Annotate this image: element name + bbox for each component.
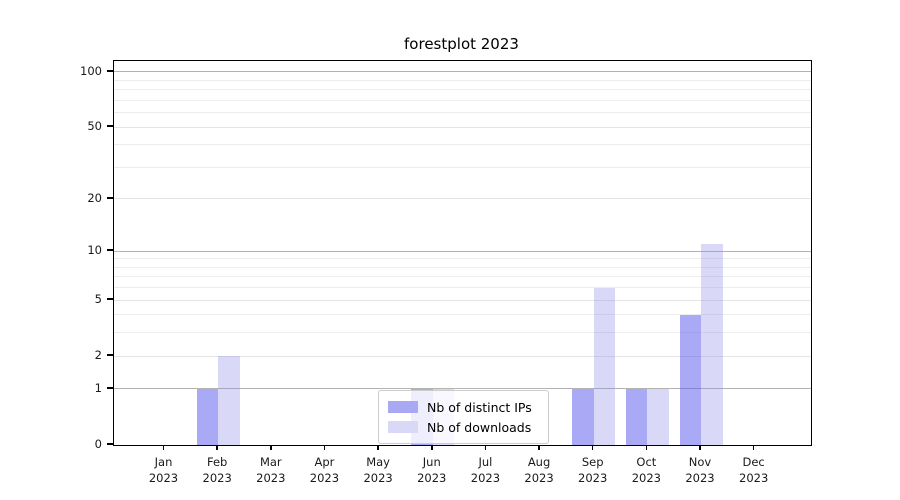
x-tick-label-nov: Nov 2023 xyxy=(685,455,715,485)
gridline-y-7 xyxy=(114,276,811,278)
x-tick-label-may: May 2023 xyxy=(363,455,393,485)
gridline-y-80 xyxy=(114,89,811,91)
y-tick-mark-1 xyxy=(107,387,113,389)
gridline-y-100 xyxy=(114,71,811,73)
y-tick-label-0: 0 xyxy=(94,437,102,451)
y-tick-label-2: 2 xyxy=(94,348,102,363)
x-tick-mark-nov xyxy=(699,445,701,450)
bar-s1-nov xyxy=(701,244,723,445)
legend-label-downloads: Nb of downloads xyxy=(427,419,532,435)
x-tick-label-mar: Mar 2023 xyxy=(256,455,286,485)
gridline-y-9 xyxy=(114,258,811,260)
gridline-y-70 xyxy=(114,99,811,101)
gridline-y-40 xyxy=(114,144,811,146)
y-tick-mark-50 xyxy=(107,125,113,127)
gridline-y-4 xyxy=(114,314,811,316)
bar-s1-feb xyxy=(218,356,240,445)
legend: Nb of distinct IPs Nb of downloads xyxy=(378,390,549,444)
y-tick-label-50: 50 xyxy=(87,119,102,134)
gridline-y-60 xyxy=(114,112,811,114)
y-tick-mark-0 xyxy=(107,443,113,445)
y-tick-mark-20 xyxy=(107,197,113,199)
x-tick-mark-jul xyxy=(484,445,487,450)
bar-s1-sep xyxy=(593,287,616,445)
gridline-y-20 xyxy=(114,198,811,200)
x-tick-label-oct: Oct 2023 xyxy=(631,455,661,485)
x-tick-label-jan: Jan 2023 xyxy=(148,455,179,485)
y-axis: 0 1 2 5 10 20 50 100 xyxy=(0,60,113,451)
y-tick-mark-100 xyxy=(107,70,113,72)
x-tick-label-jun: Jun 2023 xyxy=(417,455,447,485)
bar-s0-nov xyxy=(679,314,701,445)
gridline-y-50 xyxy=(114,126,811,128)
x-tick-label-dec: Dec 2023 xyxy=(739,455,769,485)
gridline-y-8 xyxy=(114,266,811,268)
x-tick-mark-apr xyxy=(323,445,326,450)
legend-entry-distinct-ips: Nb of distinct IPs xyxy=(388,397,539,417)
x-tick-label-jul: Jul 2023 xyxy=(470,455,501,485)
x-axis: Jan 2023 Feb 2023 Mar 2023 Apr 2023 May 2023 Jun 20… xyxy=(113,445,810,497)
plot-area: Nb of distinct IPs Nb of downloads xyxy=(113,60,812,446)
legend-swatch-distinct-ips xyxy=(388,401,418,413)
gridline-y-5 xyxy=(114,299,811,301)
x-tick-mark-may xyxy=(377,445,379,450)
gridline-y-2 xyxy=(114,355,811,357)
x-tick-label-apr: Apr 2023 xyxy=(309,455,340,485)
bar-s0-oct xyxy=(625,388,648,445)
legend-label-distinct-ips: Nb of distinct IPs xyxy=(427,399,532,415)
x-tick-mark-feb xyxy=(216,445,218,450)
bar-s0-sep xyxy=(572,388,594,445)
x-tick-label-aug: Aug 2023 xyxy=(524,455,554,485)
bar-s0-feb xyxy=(196,388,219,445)
x-tick-mark-mar xyxy=(270,445,272,450)
x-tick-mark-dec xyxy=(752,445,755,450)
y-tick-label-1: 1 xyxy=(94,380,102,395)
gridline-y-3 xyxy=(114,332,811,334)
y-tick-label-10: 10 xyxy=(87,243,102,258)
y-tick-label-5: 5 xyxy=(94,292,102,307)
y-tick-mark-5 xyxy=(107,298,113,300)
y-tick-label-20: 20 xyxy=(87,190,102,205)
x-tick-mark-oct xyxy=(645,445,648,450)
x-tick-label-sep: Sep 2023 xyxy=(578,455,608,485)
y-tick-mark-10 xyxy=(107,249,113,251)
gridline-y-90 xyxy=(114,79,811,81)
y-tick-mark-2 xyxy=(107,354,113,356)
bar-s1-oct xyxy=(647,388,669,445)
legend-swatch-downloads xyxy=(388,421,418,433)
gridline-y-6 xyxy=(114,287,811,289)
x-tick-mark-sep xyxy=(591,445,594,450)
x-tick-mark-aug xyxy=(538,445,540,450)
x-tick-label-feb: Feb 2023 xyxy=(202,455,232,485)
y-tick-label-100: 100 xyxy=(80,63,102,78)
x-tick-mark-jan xyxy=(162,445,165,450)
chart-title: forestplot 2023 xyxy=(404,35,519,53)
gridline-y-10 xyxy=(114,250,811,252)
gridline-y-1 xyxy=(114,388,811,390)
legend-entry-downloads: Nb of downloads xyxy=(388,417,539,437)
x-tick-mark-jun xyxy=(431,445,433,450)
gridline-y-30 xyxy=(114,166,811,168)
